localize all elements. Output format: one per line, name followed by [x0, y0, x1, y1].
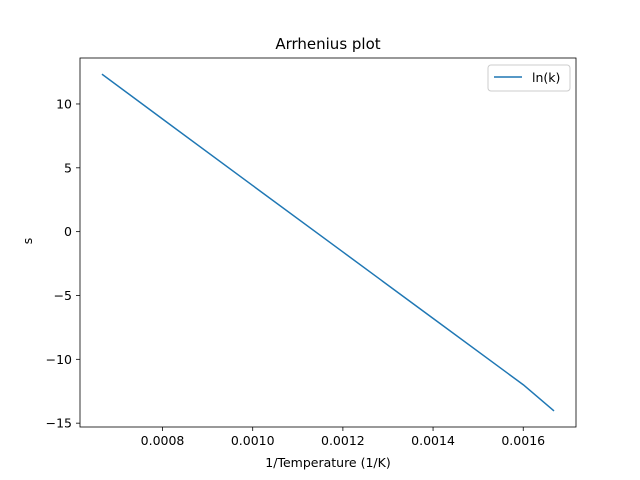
x-tick-label: 0.0010: [231, 433, 275, 448]
x-tick-label: 0.0014: [411, 433, 455, 448]
y-tick-label: −5: [54, 288, 72, 303]
y-tick-label: −10: [46, 352, 72, 367]
plot-area: [79, 57, 577, 428]
x-axis: 0.0008 0.0010 0.0012 0.0014 0.0016: [141, 427, 545, 448]
y-tick-label: −15: [46, 416, 72, 431]
x-tick-label: 0.0012: [321, 433, 365, 448]
y-tick-label: 10: [56, 96, 72, 111]
x-tick-label: 0.0016: [501, 433, 545, 448]
y-axis: −15 −10 −5 0 5 10: [46, 96, 80, 431]
y-tick-label: 0: [64, 224, 72, 239]
x-axis-label: 1/Temperature (1/K): [265, 455, 390, 470]
axes-frame: [79, 57, 577, 428]
y-tick-label: 5: [64, 160, 72, 175]
legend-frame: [487, 64, 571, 92]
chart-title: Arrhenius plot: [275, 35, 380, 53]
y-axis-label: s: [20, 238, 35, 245]
series-layer: [101, 73, 555, 412]
series-line-ln-k: [101, 73, 555, 412]
x-tick-label: 0.0008: [141, 433, 185, 448]
legend-entry-label: ln(k): [532, 70, 560, 85]
legend: ln(k): [487, 64, 571, 92]
